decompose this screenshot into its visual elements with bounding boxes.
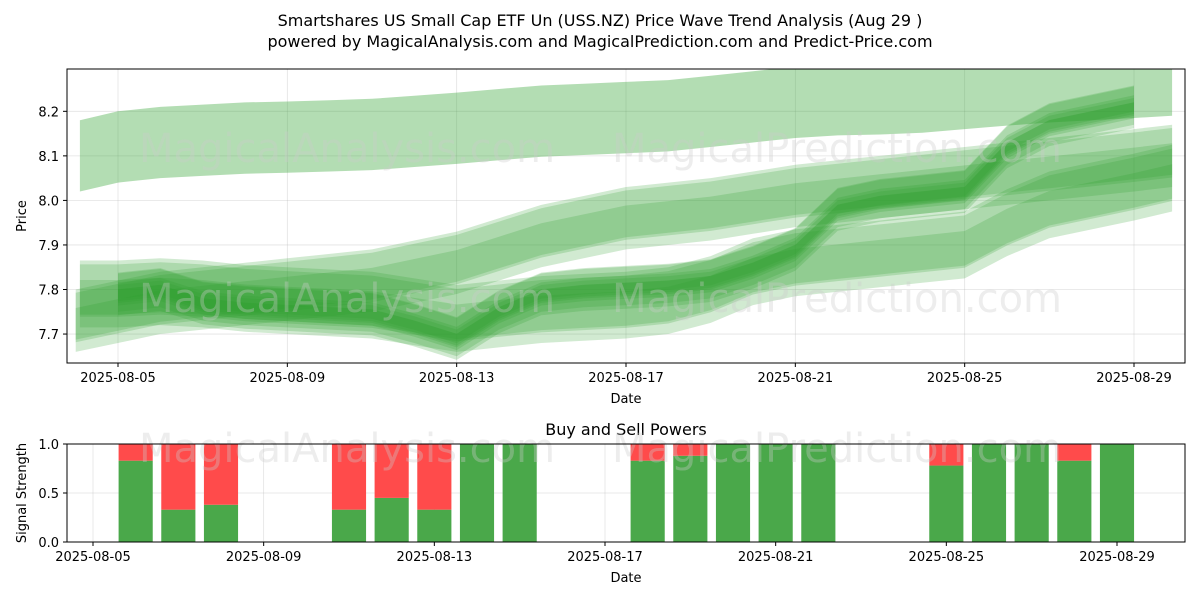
wave-band-lower-wave <box>79 144 1173 352</box>
power-x-tick-label: 2025-08-17 <box>567 550 643 565</box>
wave-band-lower-wave <box>79 148 1173 340</box>
wave-band-upper-wave <box>79 69 1173 192</box>
price-y-tick-label: 7.8 <box>38 284 59 299</box>
watermark-right-top: MagicalPrediction.com <box>612 126 1062 172</box>
watermark-left-mid: MagicalAnalysis.com <box>139 276 555 322</box>
power-chart-y-label: Signal Strength <box>15 443 30 543</box>
power-x-tick-label: 2025-08-13 <box>397 550 473 565</box>
wave-band-rising-wave <box>75 143 1173 343</box>
price-x-tick-label: 2025-08-25 <box>927 371 1003 386</box>
buy-bar <box>118 460 153 542</box>
buy-bar <box>203 504 239 542</box>
power-chart: Buy and Sell Powers MagicalAnalysis.com … <box>15 420 1186 586</box>
power-y-tick-label: 0.0 <box>38 536 59 551</box>
price-wave-bands <box>75 69 1173 360</box>
watermark-right-bottom: MagicalPrediction.com <box>612 426 1062 472</box>
buy-bar <box>630 460 665 542</box>
wave-band-rising-wave <box>75 128 1173 340</box>
price-x-tick-label: 2025-08-29 <box>1096 371 1172 386</box>
price-chart-grid <box>67 69 1185 363</box>
wave-band-price-wave <box>118 85 1134 360</box>
price-chart-y-ticks: 7.7 7.8 7.9 8.0 8.1 8.2 <box>38 105 67 343</box>
power-x-tick-label: 2025-08-25 <box>909 550 985 565</box>
sell-bar <box>1057 444 1092 461</box>
power-x-tick-label: 2025-08-05 <box>55 550 131 565</box>
buy-bar <box>1099 444 1135 542</box>
price-chart-y-label: Price <box>15 200 30 232</box>
price-y-tick-label: 8.0 <box>38 194 59 209</box>
power-chart-x-label: Date <box>610 571 641 586</box>
price-x-tick-label: 2025-08-05 <box>80 371 156 386</box>
price-y-tick-label: 8.1 <box>38 150 59 165</box>
buy-bar <box>929 465 964 542</box>
wave-band-price-wave <box>118 86 1134 351</box>
wave-band-price-wave <box>118 98 1134 357</box>
power-y-tick-label: 1.0 <box>38 438 59 453</box>
buy-bar <box>1057 460 1092 542</box>
power-y-tick-label: 0.5 <box>38 487 59 502</box>
price-chart-x-label: Date <box>610 392 641 407</box>
sell-bar <box>417 444 452 510</box>
buy-bar <box>971 444 1007 542</box>
buy-bar <box>331 509 367 542</box>
sell-bar <box>929 444 964 466</box>
watermark-right-mid: MagicalPrediction.com <box>612 276 1062 322</box>
power-chart-x-ticks: 2025-08-05 2025-08-09 2025-08-13 2025-08-17… <box>55 542 1155 565</box>
price-y-tick-label: 7.7 <box>38 328 59 343</box>
buy-bar <box>758 444 793 542</box>
price-x-tick-label: 2025-08-21 <box>758 371 834 386</box>
power-chart-title: Buy and Sell Powers <box>545 420 707 439</box>
price-x-tick-label: 2025-08-17 <box>588 371 664 386</box>
watermark-left-top: MagicalAnalysis.com <box>139 126 555 172</box>
sell-bar <box>203 444 239 505</box>
price-chart: MagicalAnalysis.com MagicalPrediction.co… <box>15 68 1186 407</box>
power-x-tick-label: 2025-08-09 <box>226 550 302 565</box>
sell-bar <box>630 444 665 461</box>
buy-bar <box>459 444 495 542</box>
wave-band-rising-wave <box>75 124 1173 352</box>
chart-title-line-2: powered by MagicalAnalysis.com and Magic… <box>267 32 932 51</box>
price-x-tick-label: 2025-08-09 <box>250 371 326 386</box>
buy-bar <box>417 509 452 542</box>
power-x-tick-label: 2025-08-21 <box>738 550 814 565</box>
buy-bar <box>801 444 836 542</box>
price-chart-x-ticks: 2025-08-05 2025-08-09 2025-08-13 2025-08-17… <box>80 363 1172 386</box>
price-y-tick-label: 8.2 <box>38 105 59 120</box>
sell-bar <box>161 444 196 510</box>
power-chart-bars <box>118 444 1135 542</box>
wave-band-lower-wave <box>79 164 1173 342</box>
power-x-tick-label: 2025-08-29 <box>1079 550 1155 565</box>
watermark-left-bottom: MagicalAnalysis.com <box>139 426 555 472</box>
power-chart-y-ticks: 0.0 0.5 1.0 <box>38 438 67 551</box>
buy-bar <box>673 455 708 542</box>
sell-bar <box>374 444 409 498</box>
buy-bar <box>715 444 751 542</box>
sell-bar <box>331 444 367 510</box>
buy-bar <box>374 497 409 542</box>
buy-bar <box>502 444 537 542</box>
sell-bar <box>673 444 708 456</box>
buy-bar <box>1014 444 1049 542</box>
buy-bar <box>161 509 196 542</box>
chart-title-line-1: Smartshares US Small Cap ETF Un (USS.NZ)… <box>278 11 923 30</box>
price-y-tick-label: 7.9 <box>38 239 59 254</box>
sell-bar <box>118 444 153 461</box>
price-x-tick-label: 2025-08-13 <box>419 371 495 386</box>
